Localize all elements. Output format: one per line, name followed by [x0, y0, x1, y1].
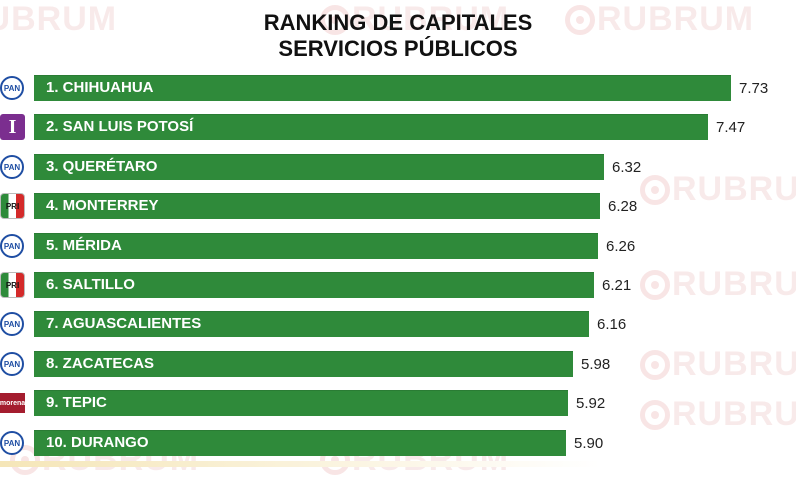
bar-row: PAN 1. CHIHUAHUA 7.73 [0, 75, 796, 101]
bar-category-label: 10. DURANGO [46, 434, 149, 451]
bar-category-label: 8. ZACATECAS [46, 355, 155, 372]
bar [34, 114, 708, 140]
bar-row: PRI 6. SALTILLO 6.21 [0, 272, 796, 298]
party-logo-icon: PAN [0, 431, 24, 455]
chart-subtitle: SERVICIOS PÚBLICOS [278, 36, 518, 61]
bar-category-label: 4. MONTERREY [46, 197, 159, 214]
bar-category-label: 2. SAN LUIS POTOSÍ [46, 118, 194, 135]
bar-value-label: 6.32 [612, 159, 642, 176]
bar-value-label: 7.73 [739, 80, 769, 97]
bar-row: PAN 8. ZACATECAS 5.98 [0, 351, 796, 377]
party-logo-icon: PAN [0, 155, 24, 179]
bar-row: I 2. SAN LUIS POTOSÍ 7.47 [0, 114, 796, 140]
party-logo-icon: PAN [0, 352, 24, 376]
bar-row: PAN 7. AGUASCALIENTES 6.16 [0, 311, 796, 337]
bar [34, 154, 604, 180]
chart-title-block: RANKING DE CAPITALES SERVICIOS PÚBLICOS [0, 10, 796, 62]
bar-category-label: 7. AGUASCALIENTES [46, 315, 202, 332]
bar-category-label: 3. QUERÉTARO [46, 158, 158, 175]
bar-category-label: 6. SALTILLO [46, 276, 135, 293]
bar-category-label: 5. MÉRIDA [46, 237, 122, 254]
bar [34, 75, 731, 101]
bar-row: morena 9. TEPIC 5.92 [0, 390, 796, 416]
bar-value-label: 5.90 [574, 435, 604, 452]
party-logo-icon: PAN [0, 234, 24, 258]
bar-value-label: 6.26 [606, 238, 636, 255]
bar [34, 430, 566, 456]
bar-value-label: 5.98 [581, 356, 611, 373]
bar-row: PAN 10. DURANGO 5.90 [0, 430, 796, 456]
bar-row: PRI 4. MONTERREY 6.28 [0, 193, 796, 219]
bar-value-label: 5.92 [576, 395, 606, 412]
bar-row: PAN 5. MÉRIDA 6.26 [0, 233, 796, 259]
bar-value-label: 6.21 [602, 277, 632, 294]
bar-value-label: 6.16 [597, 316, 627, 333]
bottom-strip [0, 461, 600, 467]
bar-category-label: 9. TEPIC [46, 394, 107, 411]
party-logo-icon: PAN [0, 76, 24, 100]
party-logo-icon: morena [0, 393, 25, 413]
bar [34, 233, 598, 259]
bar [34, 193, 600, 219]
party-logo-icon: PAN [0, 312, 24, 336]
chart-title: RANKING DE CAPITALES [263, 10, 533, 35]
bar-row: PAN 3. QUERÉTARO 6.32 [0, 154, 796, 180]
party-logo-icon: PRI [0, 193, 25, 219]
party-logo-icon: I [0, 114, 25, 140]
bar-value-label: 7.47 [716, 119, 746, 136]
bar-category-label: 1. CHIHUAHUA [46, 79, 154, 96]
bar [34, 390, 568, 416]
bar [34, 311, 589, 337]
bar [34, 351, 573, 377]
bar [34, 272, 594, 298]
party-logo-icon: PRI [0, 272, 25, 298]
bar-value-label: 6.28 [608, 198, 638, 215]
